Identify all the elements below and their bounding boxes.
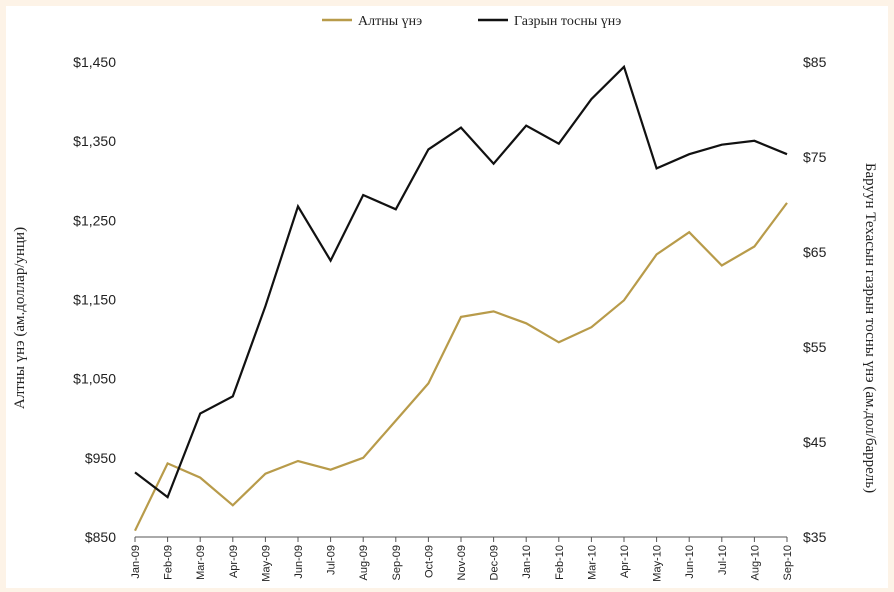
y-right-tick-label: $45 bbox=[803, 434, 827, 450]
y-left-tick-label: $1,350 bbox=[73, 133, 116, 149]
chart-panel bbox=[6, 6, 888, 588]
x-axis: Jan-09 Feb-09 Mar-09 Apr-09 May-09 Jun-09 Jul-… bbox=[130, 536, 794, 582]
x-tick-label: Aug-10 bbox=[749, 545, 761, 580]
x-tick-label: Jul-10 bbox=[717, 545, 729, 575]
y-right-tick-label: $35 bbox=[803, 529, 827, 545]
x-tick-label: May-09 bbox=[260, 545, 272, 582]
x-tick-label: Jun-10 bbox=[684, 545, 696, 579]
x-tick-label: Oct-09 bbox=[423, 545, 435, 578]
y-right-tick-label: $55 bbox=[803, 339, 827, 355]
x-tick-label: Apr-10 bbox=[619, 545, 631, 578]
series-lines bbox=[134, 64, 788, 532]
y-left-tick-label: $1,150 bbox=[73, 292, 116, 308]
y-axis-left: $850 $950 $1,050 $1,150 $1,250 $1,350 $1,450 bbox=[73, 54, 116, 545]
y-axis-right-label: Баруун Техасын газрын тосны үнэ (ам.дол/… bbox=[862, 163, 878, 493]
x-tick-label: Sep-09 bbox=[391, 545, 403, 580]
y-left-tick-label: $1,050 bbox=[73, 371, 116, 387]
y-left-tick-label: $1,250 bbox=[73, 212, 116, 228]
x-tick-label: Jan-09 bbox=[130, 545, 142, 579]
x-tick-label: Nov-09 bbox=[456, 545, 468, 580]
x-tick-label: Feb-10 bbox=[554, 545, 566, 580]
y-left-tick-label: $850 bbox=[85, 529, 116, 545]
x-tick-label: Jul-09 bbox=[326, 545, 338, 575]
x-tick-label: Mar-10 bbox=[586, 545, 598, 580]
x-tick-label: Jun-09 bbox=[293, 545, 305, 579]
y-axis-left-label: Алтны үнэ (ам.доллар/унци) bbox=[12, 227, 28, 409]
x-tick-label: Jan-10 bbox=[521, 545, 533, 579]
x-tick-label: May-10 bbox=[652, 545, 664, 582]
y-right-tick-label: $65 bbox=[803, 244, 827, 260]
oil-price-line bbox=[134, 64, 788, 499]
y-axis-right: $35 $45 $55 $65 $75 $85 bbox=[803, 54, 827, 545]
x-tick-label: Apr-09 bbox=[228, 545, 240, 578]
y-right-tick-label: $85 bbox=[803, 54, 827, 70]
y-left-tick-label: $950 bbox=[85, 450, 116, 466]
legend-label: Газрын тосны үнэ bbox=[514, 14, 621, 29]
y-right-tick-label: $75 bbox=[803, 149, 827, 165]
x-tick-label: Dec-09 bbox=[489, 545, 501, 580]
x-tick-label: Sep-10 bbox=[782, 545, 794, 580]
y-left-tick-label: $1,450 bbox=[73, 54, 116, 70]
x-tick-label: Mar-09 bbox=[195, 545, 207, 580]
legend: Алтны үнэ Газрын тосны үнэ bbox=[322, 14, 621, 29]
legend-label: Алтны үнэ bbox=[358, 14, 422, 29]
x-tick-label: Feb-09 bbox=[163, 545, 175, 580]
x-tick-label: Aug-09 bbox=[358, 545, 370, 580]
gold-price-line bbox=[134, 202, 788, 532]
